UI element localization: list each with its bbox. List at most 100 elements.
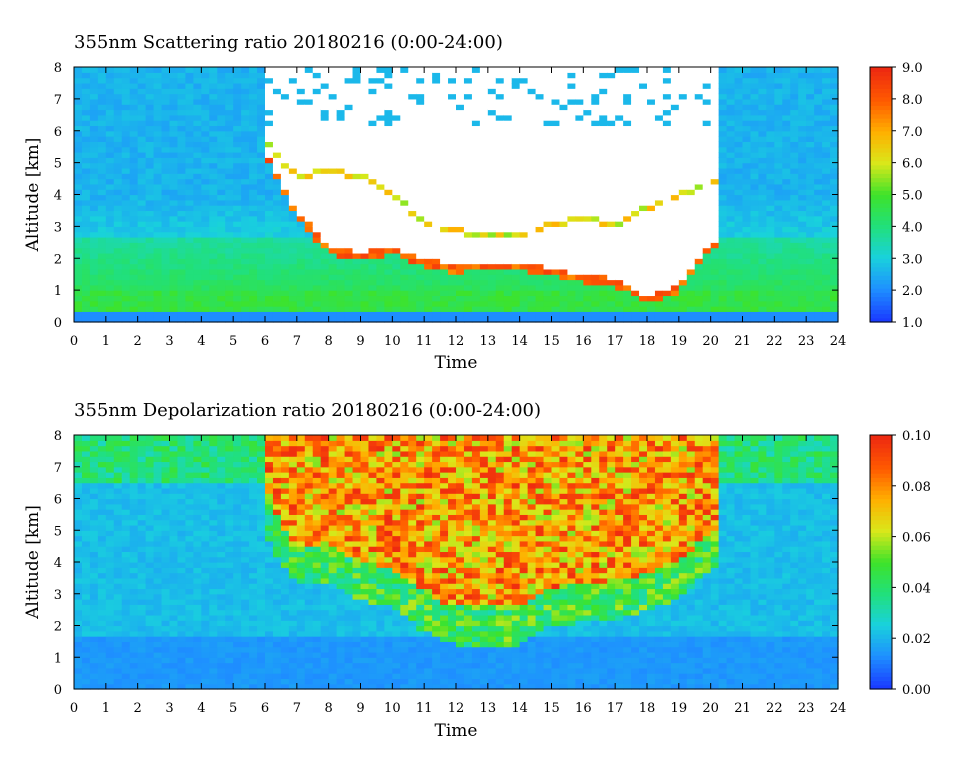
heatmap-cell: [408, 88, 417, 95]
heatmap-cell: [249, 178, 258, 185]
heatmap-cell: [185, 306, 194, 312]
heatmap-cell: [782, 199, 791, 206]
heatmap-cell: [272, 104, 282, 111]
heatmap-cell: [774, 162, 783, 169]
heatmap-cell: [591, 205, 600, 212]
heatmap-cell: [74, 609, 83, 616]
heatmap-cell: [121, 263, 131, 270]
heatmap-cell: [487, 120, 497, 127]
heatmap-cell: [296, 295, 306, 302]
heatmap-cell: [265, 274, 274, 281]
heatmap-cell: [495, 88, 505, 95]
heatmap-cell: [750, 109, 760, 116]
heatmap-cell: [495, 210, 505, 217]
heatmap-cell: [487, 162, 497, 169]
heatmap-cell: [288, 300, 298, 307]
heatmap-cell: [137, 215, 147, 222]
heatmap-cell: [105, 88, 115, 95]
heatmap-cell: [177, 210, 187, 217]
heatmap-cell: [113, 210, 123, 217]
heatmap-cell: [535, 162, 545, 169]
heatmap-cell: [519, 157, 529, 164]
heatmap-cell: [551, 104, 561, 111]
heatmap-cell: [81, 482, 91, 489]
heatmap-cell: [360, 141, 370, 148]
heatmap-cell: [81, 205, 91, 212]
heatmap-cell: [81, 290, 91, 297]
heatmap-cell: [734, 162, 744, 169]
heatmap-cell: [527, 120, 537, 127]
heatmap-cell: [591, 300, 600, 307]
heatmap-cell: [639, 146, 648, 153]
heatmap-cell: [758, 300, 767, 307]
heatmap-cell: [726, 72, 736, 79]
heatmap-cell: [344, 290, 354, 297]
heatmap-cell: [782, 242, 791, 249]
x-tick-label: 12: [448, 334, 465, 349]
heatmap-cell: [241, 157, 250, 164]
heatmap-cell: [97, 440, 107, 447]
heatmap-cell: [527, 93, 537, 100]
heatmap-cell: [806, 146, 815, 153]
heatmap-cell: [408, 77, 417, 84]
heatmap-cell: [774, 72, 783, 79]
heatmap-cell: [121, 125, 131, 132]
heatmap-cell: [591, 109, 600, 116]
heatmap-cell: [790, 247, 799, 254]
heatmap-cell: [209, 226, 218, 233]
heatmap-cell: [432, 311, 441, 318]
heatmap-cell: [758, 274, 767, 281]
heatmap-cell: [328, 178, 338, 185]
heatmap-cell: [718, 316, 728, 323]
heatmap-cell: [265, 221, 274, 227]
heatmap-cell: [798, 295, 807, 302]
heatmap-cell: [790, 268, 799, 275]
heatmap-cell: [81, 146, 91, 153]
heatmap-cell: [503, 146, 513, 153]
heatmap-cell: [471, 109, 481, 116]
heatmap-cell: [360, 194, 370, 201]
heatmap-cell: [766, 295, 775, 302]
heatmap-cell: [209, 231, 218, 238]
heatmap-cell: [400, 300, 409, 307]
heatmap-cell: [742, 98, 752, 105]
heatmap-cell: [265, 141, 274, 148]
heatmap-cell: [487, 231, 497, 238]
heatmap-cell: [209, 146, 218, 153]
heatmap-cell: [296, 162, 306, 169]
heatmap-cell: [376, 157, 385, 164]
heatmap-cell: [81, 466, 91, 473]
heatmap-cell: [623, 104, 632, 111]
heatmap-cell: [686, 210, 696, 217]
heatmap-cell: [193, 279, 202, 286]
heatmap-cell: [432, 88, 441, 95]
heatmap-cell: [384, 237, 393, 243]
heatmap-cell: [686, 130, 696, 137]
heatmap-cell: [543, 221, 553, 227]
heatmap-cell: [296, 130, 306, 137]
heatmap-cell: [153, 130, 163, 137]
heatmap-cell: [296, 109, 306, 116]
heatmap-cell: [639, 162, 648, 169]
heatmap-cell: [320, 215, 330, 222]
heatmap-cell: [113, 157, 123, 164]
heatmap-cell: [623, 247, 632, 254]
colorbar-swatch: [870, 232, 892, 238]
heatmap-cell: [694, 173, 704, 180]
heatmap-cell: [368, 104, 378, 111]
heatmap-cell: [416, 146, 425, 153]
heatmap-cell: [185, 183, 194, 190]
heatmap-cell: [495, 237, 505, 243]
heatmap-cell: [169, 199, 179, 206]
colorbar-swatch: [870, 169, 892, 174]
heatmap-cell: [511, 82, 521, 89]
heatmap-cell: [559, 146, 569, 153]
heatmap-cell: [806, 231, 815, 238]
heatmap-cell: [257, 215, 266, 222]
heatmap-cell: [551, 77, 561, 84]
heatmap-cell: [129, 194, 139, 201]
heatmap-cell: [185, 258, 194, 265]
heatmap-cell: [766, 93, 775, 100]
heatmap-cell: [456, 311, 465, 318]
heatmap-cell: [774, 252, 783, 259]
